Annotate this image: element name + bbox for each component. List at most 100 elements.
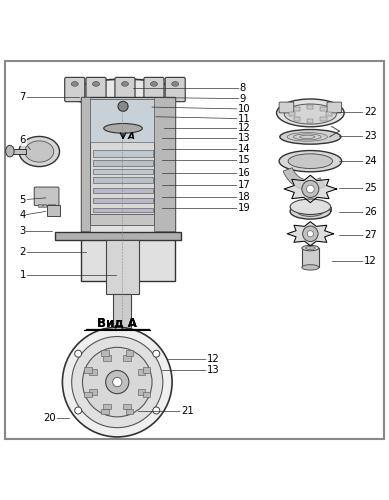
Bar: [113, 294, 131, 344]
Bar: [123, 404, 131, 409]
FancyBboxPatch shape: [5, 61, 384, 439]
Text: 3: 3: [19, 226, 26, 236]
Bar: [90, 214, 154, 225]
Text: 12: 12: [364, 256, 377, 266]
Text: 4: 4: [19, 210, 26, 220]
Text: А: А: [128, 132, 135, 141]
Bar: [321, 117, 326, 121]
Ellipse shape: [71, 79, 179, 108]
Bar: [143, 368, 151, 372]
Bar: [302, 248, 319, 268]
Bar: [143, 392, 151, 397]
Ellipse shape: [302, 246, 319, 251]
Ellipse shape: [302, 264, 319, 270]
Circle shape: [307, 230, 314, 237]
Text: 13: 13: [238, 133, 250, 143]
Bar: [93, 168, 153, 174]
Text: 24: 24: [364, 156, 377, 166]
Bar: [93, 198, 153, 203]
Ellipse shape: [121, 82, 128, 86]
Text: Вид А: Вид А: [97, 317, 137, 330]
Bar: [138, 390, 145, 395]
Polygon shape: [287, 222, 333, 246]
Bar: [107, 240, 139, 294]
Bar: [84, 368, 92, 372]
Bar: [43, 204, 46, 206]
Bar: [53, 204, 56, 206]
Text: 15: 15: [238, 156, 250, 166]
Text: 6: 6: [19, 135, 26, 145]
Ellipse shape: [297, 206, 324, 216]
Text: 19: 19: [238, 202, 250, 212]
Text: 1: 1: [19, 270, 26, 280]
Ellipse shape: [25, 141, 54, 162]
Bar: [117, 372, 127, 389]
Wedge shape: [283, 168, 325, 190]
Circle shape: [82, 348, 152, 417]
FancyBboxPatch shape: [115, 78, 135, 102]
Bar: [307, 119, 314, 123]
Bar: [89, 390, 97, 395]
Text: 18: 18: [238, 192, 250, 202]
Bar: [93, 178, 153, 183]
Circle shape: [75, 407, 82, 414]
FancyBboxPatch shape: [327, 102, 342, 113]
Bar: [81, 98, 175, 281]
Text: 22: 22: [364, 106, 377, 117]
Bar: [48, 204, 51, 206]
Text: 25: 25: [364, 183, 377, 193]
Bar: [89, 370, 97, 374]
Ellipse shape: [290, 199, 331, 214]
FancyBboxPatch shape: [279, 102, 294, 113]
Text: 8: 8: [240, 83, 246, 93]
Bar: [307, 105, 314, 109]
Ellipse shape: [290, 204, 331, 219]
Text: 14: 14: [238, 144, 250, 154]
Text: 21: 21: [181, 406, 194, 416]
Text: 9: 9: [240, 94, 246, 104]
Ellipse shape: [5, 146, 14, 157]
Bar: [321, 107, 326, 111]
Ellipse shape: [93, 82, 100, 86]
Bar: [101, 350, 109, 356]
Bar: [294, 107, 300, 111]
Circle shape: [307, 185, 314, 193]
Bar: [103, 355, 111, 360]
Text: 16: 16: [238, 168, 250, 178]
Circle shape: [153, 407, 160, 414]
Bar: [154, 98, 175, 230]
Bar: [93, 160, 153, 166]
Bar: [93, 208, 153, 212]
FancyBboxPatch shape: [144, 78, 164, 102]
Circle shape: [113, 378, 122, 386]
Ellipse shape: [279, 150, 342, 172]
Ellipse shape: [280, 130, 341, 144]
Bar: [90, 100, 154, 142]
Bar: [126, 350, 133, 356]
Text: 20: 20: [43, 413, 56, 423]
Ellipse shape: [151, 82, 158, 86]
Circle shape: [118, 102, 128, 112]
Circle shape: [302, 180, 319, 198]
Ellipse shape: [104, 124, 142, 133]
Bar: [103, 404, 111, 409]
Bar: [39, 204, 42, 206]
Bar: [93, 188, 153, 193]
Bar: [101, 408, 109, 414]
FancyBboxPatch shape: [86, 78, 106, 102]
Text: 17: 17: [238, 180, 250, 190]
Text: 5: 5: [19, 195, 26, 205]
Circle shape: [303, 226, 318, 242]
Text: 11: 11: [238, 114, 250, 124]
Ellipse shape: [19, 136, 60, 166]
Polygon shape: [284, 176, 336, 203]
Bar: [93, 150, 153, 158]
Bar: [90, 100, 154, 223]
Circle shape: [153, 350, 160, 357]
Ellipse shape: [305, 246, 315, 250]
Ellipse shape: [71, 82, 78, 86]
Bar: [84, 392, 92, 397]
Bar: [294, 117, 300, 121]
Circle shape: [72, 336, 163, 428]
Bar: [11, 149, 26, 154]
